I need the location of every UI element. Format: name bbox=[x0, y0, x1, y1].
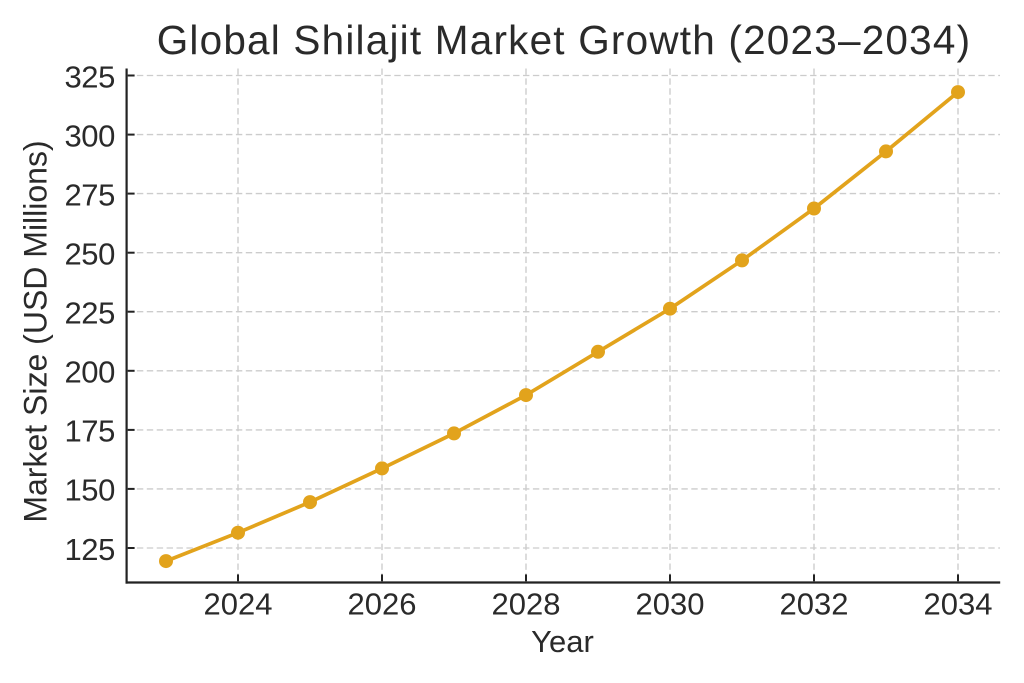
svg-text:250: 250 bbox=[64, 237, 115, 272]
svg-text:2026: 2026 bbox=[348, 586, 417, 621]
svg-text:150: 150 bbox=[64, 473, 115, 508]
svg-text:2030: 2030 bbox=[636, 586, 705, 621]
svg-text:2028: 2028 bbox=[492, 586, 561, 621]
svg-text:Market Size (USD Millions): Market Size (USD Millions) bbox=[18, 140, 54, 522]
svg-text:2034: 2034 bbox=[924, 586, 993, 621]
svg-text:Year: Year bbox=[531, 624, 594, 659]
svg-text:125: 125 bbox=[64, 532, 115, 567]
svg-text:2032: 2032 bbox=[780, 586, 849, 621]
svg-text:Global Shilajit Market Growth: Global Shilajit Market Growth (2023–2034… bbox=[157, 17, 972, 63]
svg-text:300: 300 bbox=[64, 118, 115, 153]
svg-text:200: 200 bbox=[64, 355, 115, 390]
svg-text:225: 225 bbox=[64, 296, 115, 331]
svg-text:325: 325 bbox=[64, 59, 115, 94]
svg-text:175: 175 bbox=[64, 414, 115, 449]
svg-text:2024: 2024 bbox=[204, 586, 273, 621]
svg-text:275: 275 bbox=[64, 177, 115, 212]
